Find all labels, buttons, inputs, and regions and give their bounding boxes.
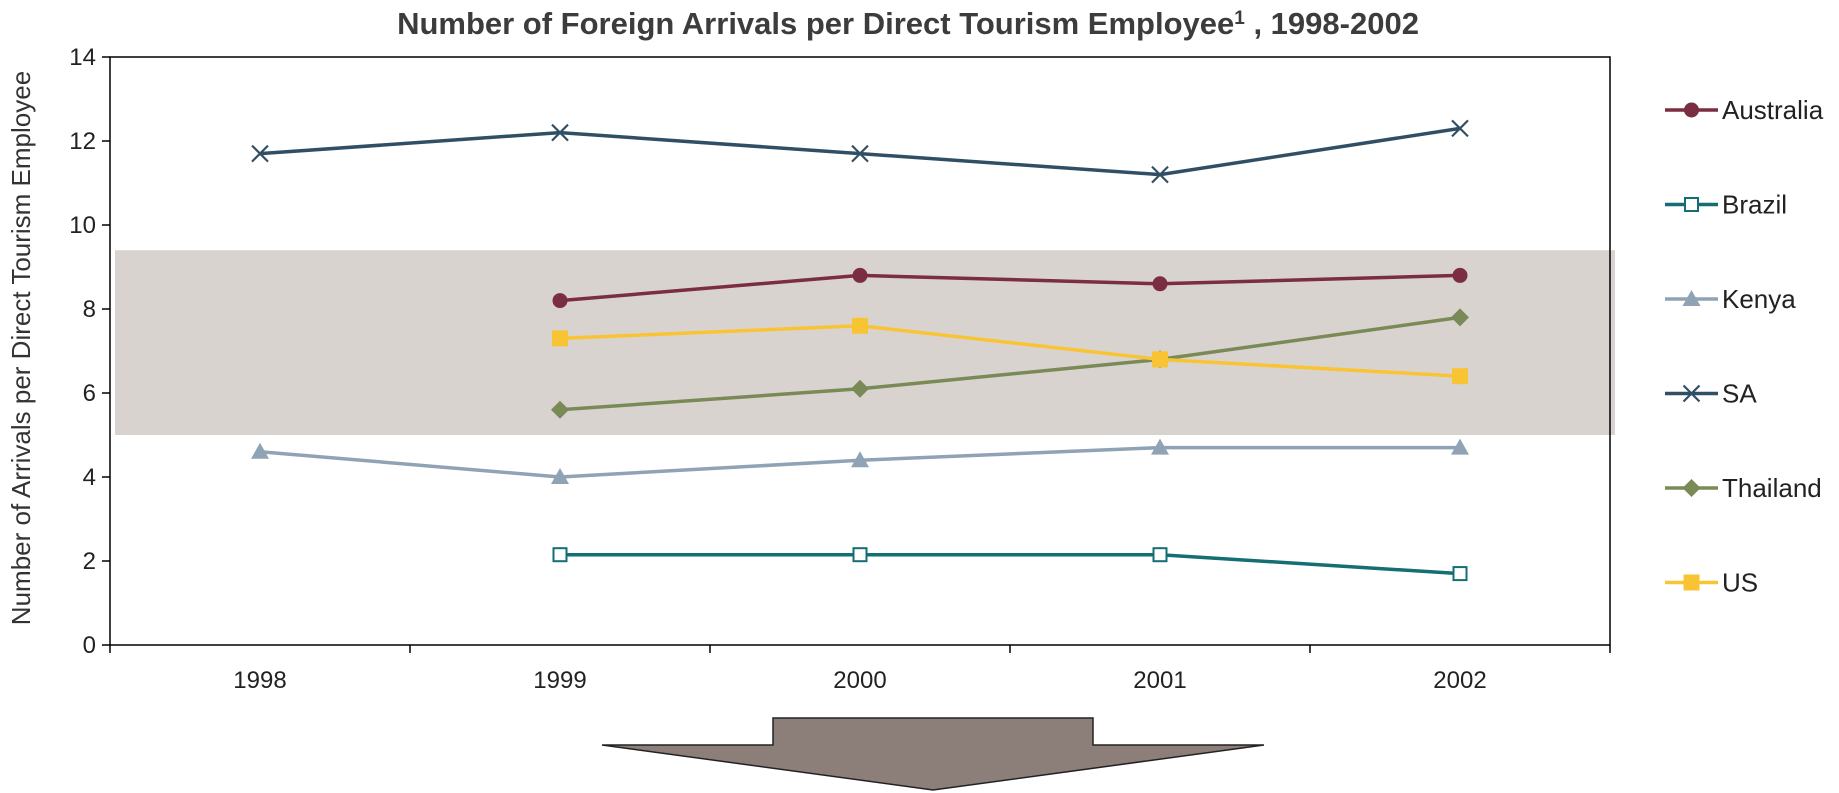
- data-point-sa: [851, 144, 869, 163]
- data-point-sa: [251, 144, 269, 163]
- legend-item-us: US: [1665, 568, 1758, 598]
- data-point-brazil: [852, 547, 868, 563]
- data-point-us: [1452, 368, 1468, 385]
- legend-label: Kenya: [1722, 284, 1796, 314]
- series-line-thailand: [559, 315, 1461, 412]
- legend-marker: [1684, 197, 1699, 212]
- legend-marker: [1682, 479, 1701, 497]
- chart-title-superscript: 1: [1234, 8, 1245, 29]
- chart-title-main: Number of Foreign Arrivals per Direct To…: [397, 6, 1234, 41]
- series-line-australia: [559, 273, 1461, 303]
- data-point-sa: [1151, 165, 1169, 184]
- legend-item-thailand: Thailand: [1665, 473, 1822, 503]
- x-tick-label: 1998: [233, 667, 286, 694]
- legend-label: US: [1722, 568, 1758, 598]
- legend-item-australia: Australia: [1665, 95, 1824, 125]
- legend-item-kenya: Kenya: [1665, 284, 1796, 314]
- data-point-kenya: [551, 468, 569, 484]
- data-point-australia: [852, 267, 868, 283]
- legend-label: SA: [1722, 379, 1757, 409]
- x-tick-label: 2000: [833, 667, 886, 694]
- y-tick-label: 6: [83, 380, 96, 407]
- data-point-kenya: [1451, 438, 1469, 455]
- data-point-us: [852, 317, 868, 334]
- legend-marker: [1684, 102, 1699, 118]
- legend-label: Thailand: [1722, 473, 1822, 503]
- y-tick-label: 12: [69, 128, 96, 155]
- x-tick-label: 2001: [1133, 667, 1186, 694]
- legend-label: Brazil: [1722, 190, 1787, 220]
- y-tick-label: 0: [83, 632, 96, 659]
- series-line-sa: [259, 126, 1461, 177]
- y-axis-label: Number of Arrivals per Direct Tourism Em…: [6, 71, 36, 625]
- legend-item-sa: SA: [1665, 379, 1757, 409]
- chart-title: Number of Foreign Arrivals per Direct To…: [397, 6, 1419, 41]
- data-point-brazil: [552, 547, 568, 563]
- data-point-australia: [552, 293, 568, 309]
- series-line-brazil: [560, 552, 1461, 576]
- data-point-brazil: [1452, 566, 1468, 582]
- y-tick-label: 8: [83, 296, 96, 323]
- data-point-brazil: [1152, 547, 1168, 563]
- legend-label: Australia: [1722, 95, 1824, 125]
- y-tick-label: 14: [69, 44, 96, 71]
- y-tick-label: 2: [83, 548, 96, 575]
- x-tick-label: 2002: [1433, 667, 1486, 694]
- data-point-thailand: [551, 400, 569, 419]
- data-point-us: [1152, 351, 1168, 368]
- data-point-sa: [551, 123, 569, 142]
- data-point-thailand: [851, 379, 869, 398]
- data-point-australia: [1152, 276, 1168, 292]
- y-tick-label: 4: [83, 464, 96, 491]
- legend-marker: [1682, 290, 1701, 306]
- data-point-australia: [1452, 267, 1468, 283]
- data-point-sa: [1451, 119, 1469, 138]
- data-point-thailand: [1451, 308, 1469, 327]
- legend-marker: [1682, 384, 1701, 403]
- data-point-kenya: [851, 451, 869, 468]
- data-point-kenya: [1151, 438, 1169, 455]
- legend-item-brazil: Brazil: [1665, 190, 1787, 220]
- down-arrow: [601, 717, 1265, 791]
- plot-area-border: [109, 56, 1611, 646]
- data-point-us: [552, 330, 568, 347]
- data-point-kenya: [251, 442, 269, 459]
- highlight-band: [115, 250, 1615, 435]
- y-tick-label: 10: [69, 212, 96, 239]
- x-tick-label: 1999: [533, 667, 586, 694]
- chart-title-suffix: , 1998-2002: [1245, 6, 1419, 41]
- legend-marker: [1683, 574, 1700, 591]
- series-line-us: [559, 324, 1461, 378]
